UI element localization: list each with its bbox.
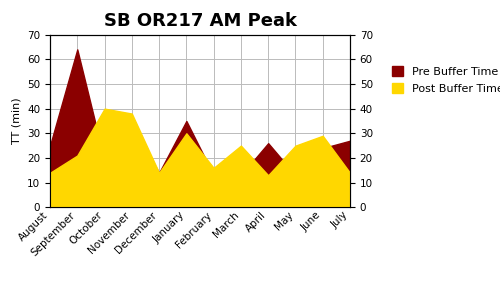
Y-axis label: TT (min): TT (min) <box>12 98 22 144</box>
Title: SB OR217 AM Peak: SB OR217 AM Peak <box>104 12 296 30</box>
Legend: Pre Buffer Time, Post Buffer Time: Pre Buffer Time, Post Buffer Time <box>392 66 500 94</box>
